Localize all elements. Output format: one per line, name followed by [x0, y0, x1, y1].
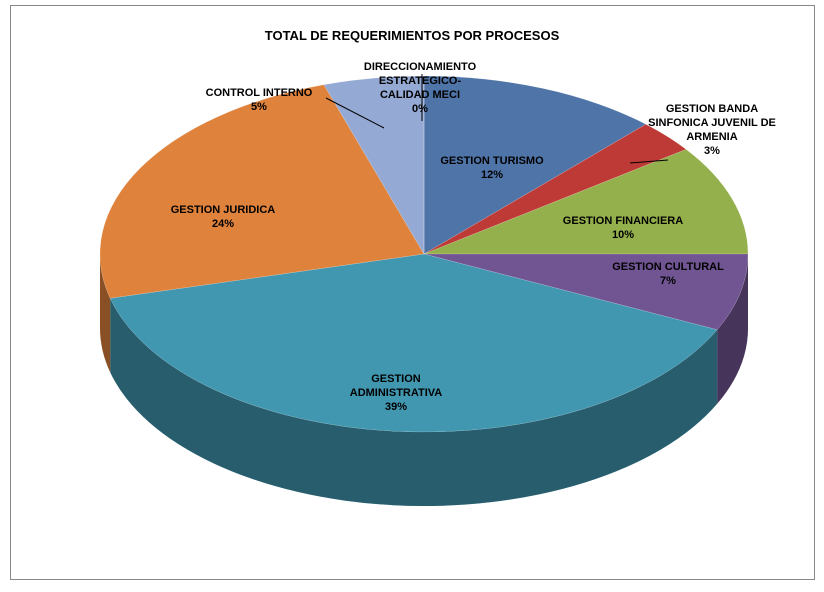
- slice: [423, 149, 749, 255]
- slice-side-shade: [100, 254, 111, 373]
- category-label: DIRECCIONAMIENTO ESTRATEGICO-CALIDAD MEC…: [363, 61, 477, 101]
- data-label: GESTION ADMINISTRATIVA 39%: [340, 372, 452, 414]
- slice-side-shade: [717, 254, 748, 404]
- slice: [323, 75, 425, 255]
- category-label: GESTION CULTURAL: [612, 261, 724, 273]
- data-label: CONTROL INTERNO 5%: [189, 86, 329, 114]
- data-label: GESTION CULTURAL 7%: [568, 260, 768, 288]
- category-label: GESTION ADMINISTRATIVA: [349, 373, 443, 399]
- data-label: GESTION BANDA SINFONICA JUVENIL DE ARMEN…: [645, 102, 780, 158]
- data-label: GESTION JURIDICA 24%: [148, 203, 298, 231]
- data-label: GESTION FINANCIERA 10%: [523, 214, 723, 242]
- category-label: GESTION JURIDICA: [170, 204, 276, 216]
- slice-side: [100, 254, 111, 373]
- chart-title: TOTAL DE REQUERIMIENTOS POR PROCESOS: [264, 28, 560, 43]
- value-label: 3%: [704, 145, 720, 157]
- value-label: 12%: [480, 169, 504, 181]
- category-label: GESTION BANDA SINFONICA JUVENIL DE ARMEN…: [648, 103, 776, 143]
- value-label: 10%: [611, 229, 635, 241]
- category-label: GESTION TURISMO: [440, 155, 544, 167]
- slice-side: [110, 298, 718, 507]
- category-label: CONTROL INTERNO: [205, 87, 313, 99]
- slice: [423, 253, 749, 331]
- data-label: DIRECCIONAMIENTO ESTRATEGICO-CALIDAD MEC…: [358, 60, 483, 116]
- slice-side-shade: [110, 298, 718, 507]
- value-label: 39%: [384, 401, 408, 413]
- value-label: 24%: [211, 218, 235, 230]
- leader-line: [629, 159, 669, 164]
- slice: [109, 253, 718, 433]
- value-label: 7%: [660, 275, 676, 287]
- slice-side: [717, 254, 748, 404]
- data-label: GESTION TURISMO 12%: [417, 154, 567, 182]
- value-label: 0%: [412, 103, 428, 115]
- slice: [423, 75, 647, 255]
- leader-line: [325, 97, 385, 129]
- slice: [423, 123, 687, 255]
- slice: [99, 84, 425, 299]
- category-label: GESTION FINANCIERA: [562, 215, 684, 227]
- pie: [99, 75, 749, 507]
- value-label: 5%: [251, 101, 267, 113]
